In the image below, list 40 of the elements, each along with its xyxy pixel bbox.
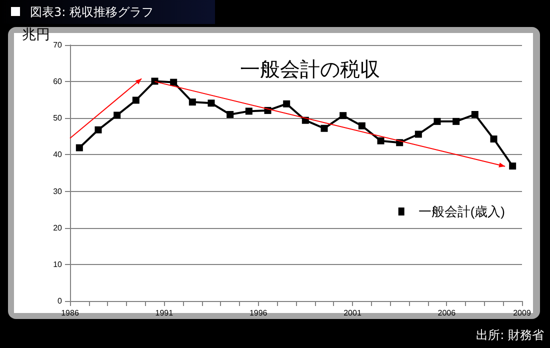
point — [283, 100, 290, 108]
point — [340, 112, 347, 120]
point — [245, 108, 252, 115]
x-tick-label: 1991 — [155, 308, 174, 318]
y-tick-label: 70 — [53, 40, 63, 50]
x-tick-label: 2009 — [513, 308, 532, 318]
point — [358, 122, 366, 130]
text: 一般会計の税収 — [240, 59, 380, 81]
point — [94, 126, 102, 134]
point — [509, 162, 516, 170]
x-tick-label: 2006 — [438, 308, 456, 318]
point — [151, 78, 158, 85]
point — [114, 112, 121, 119]
point — [188, 98, 196, 106]
text: 図表3: 税収推移グラフ — [30, 4, 154, 21]
x-tick-label: 1996 — [249, 308, 268, 318]
point — [132, 96, 140, 104]
point — [170, 78, 178, 86]
point — [377, 137, 384, 144]
y-axis-title: 兆円 — [22, 26, 50, 42]
point — [414, 130, 422, 138]
y-tick-label: 20 — [53, 223, 63, 232]
text: 出所: 財務省 — [476, 327, 544, 344]
point — [320, 124, 328, 132]
y-tick-label: 0 — [58, 296, 63, 306]
y-tick-label: 30 — [53, 186, 63, 196]
y-tick-label: 10 — [53, 260, 63, 269]
x-tick-label: 1986 — [61, 308, 80, 318]
y-tick-label: 40 — [53, 150, 63, 160]
point — [490, 135, 498, 142]
point — [76, 144, 83, 152]
point — [471, 110, 478, 118]
point — [434, 118, 441, 125]
y-tick-label: 60 — [53, 77, 63, 86]
y-tick-label: 50 — [53, 114, 63, 123]
point — [452, 118, 460, 125]
point — [226, 110, 234, 118]
point — [208, 100, 215, 107]
x-tick-label: 2001 — [344, 308, 362, 318]
legend-label: 一般会計(歳入) — [418, 204, 506, 219]
